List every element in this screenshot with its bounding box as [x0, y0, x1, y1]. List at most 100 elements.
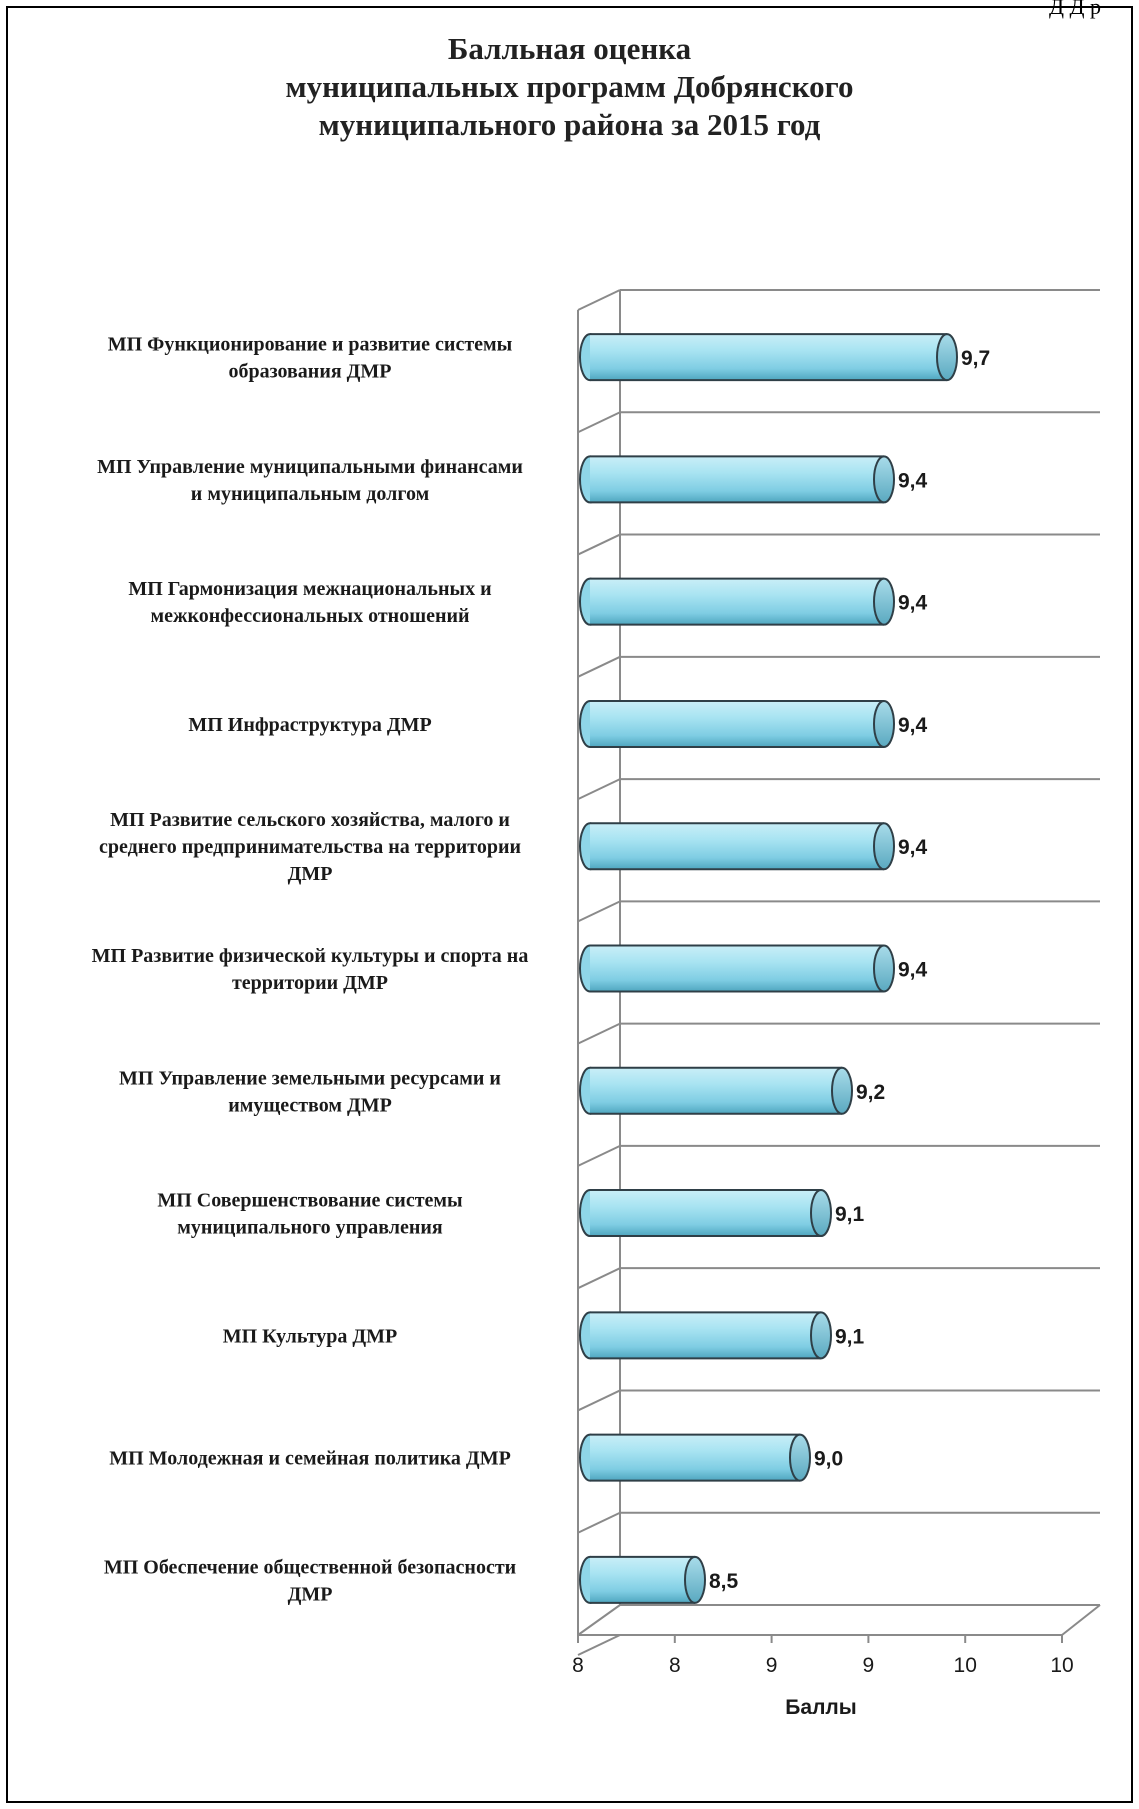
bar — [579, 944, 895, 993]
gridline-depth — [577, 411, 621, 434]
floor-side-edge — [577, 1604, 621, 1636]
labels-layer: 9,7 МП Функционирование и развитие систем… — [92, 334, 991, 1606]
bar — [579, 577, 895, 626]
chart-title-line-1: Балльная оценка — [447, 31, 692, 66]
gridline-depth — [577, 778, 621, 800]
bar-body — [590, 456, 884, 503]
data-label: 9,4 — [898, 592, 928, 615]
bar-end-cap — [873, 577, 895, 626]
category-label: МП Инфраструктура ДМР — [188, 714, 431, 736]
bar — [579, 822, 895, 871]
data-label: 9,4 — [898, 469, 928, 492]
category-label-line: МП Функционирование и развитие системы — [108, 334, 513, 356]
bar — [579, 1311, 832, 1360]
gridline-depth — [577, 1389, 621, 1412]
bar-body — [590, 823, 884, 870]
bar-end-cap — [831, 1066, 853, 1115]
bar-end-cap — [789, 1433, 811, 1482]
data-label: 9,2 — [856, 1081, 885, 1104]
floor-right-edge — [1061, 1604, 1101, 1636]
bars-layer — [579, 333, 958, 1604]
category-label-line: МП Развитие физической культуры и спорта… — [92, 945, 529, 967]
gridline-depth — [577, 1022, 621, 1045]
x-tick-label: 9 — [863, 1654, 875, 1677]
category-label-line: территории ДМР — [232, 972, 388, 994]
category-label-line: муниципального управления — [177, 1217, 443, 1239]
x-tick-label: 8 — [669, 1654, 681, 1677]
bar — [579, 333, 958, 382]
category-label-line: МП Молодежная и семейная политика ДМР — [109, 1448, 511, 1470]
bar-body — [590, 945, 884, 992]
bar-end-cap — [873, 822, 895, 871]
data-label: 8,5 — [709, 1570, 739, 1593]
gridline-depth — [577, 289, 621, 311]
data-label: 9,4 — [898, 959, 928, 982]
x-tick-label: 8 — [572, 1654, 584, 1677]
bar — [579, 455, 895, 504]
gridline-depth — [577, 900, 621, 923]
category-label-line: МП Управление муниципальными финансами — [97, 456, 523, 478]
bar-end-cap — [873, 455, 895, 504]
bar — [579, 1189, 832, 1238]
category-label-line: среднего предпринимательства на территор… — [99, 836, 521, 858]
bar-end-cap — [684, 1555, 706, 1604]
category-label: МП Совершенствование системы муниципально… — [157, 1190, 463, 1239]
bar-body — [590, 1434, 800, 1481]
bar-end-cap — [810, 1311, 832, 1360]
category-label-line: МП Управление земельными ресурсами и — [119, 1067, 501, 1089]
category-label-line: МП Развитие сельского хозяйства, малого … — [110, 809, 510, 831]
page-frame: Д Д р — [6, 0, 1133, 1803]
bar-body — [590, 1067, 842, 1114]
gridline-depth — [577, 533, 621, 556]
bar — [579, 1066, 853, 1115]
category-label-line: имуществом ДМР — [228, 1094, 392, 1116]
bar-body — [590, 1190, 821, 1237]
chart-title-line-3: муниципального района за 2015 год — [318, 107, 821, 142]
bar-body — [590, 700, 884, 747]
bar-body — [590, 578, 884, 625]
gridline-depth — [577, 1634, 621, 1656]
category-label-line: ДМР — [288, 1583, 333, 1605]
bar — [579, 699, 895, 748]
x-tick-label: 10 — [954, 1654, 977, 1677]
category-label-line: межконфессиональных отношений — [150, 605, 469, 627]
category-label-line: ДМР — [288, 863, 333, 885]
data-label: 9,4 — [898, 714, 928, 737]
data-label: 9,1 — [835, 1203, 865, 1226]
category-label: МП Управление земельными ресурсами и имущ… — [119, 1067, 501, 1116]
category-label-line: и муниципальным долгом — [191, 483, 429, 505]
data-label: 9,4 — [898, 836, 928, 859]
category-label-line: образования ДМР — [228, 361, 391, 383]
x-axis-title: Баллы — [785, 1696, 856, 1719]
category-label-line: МП Гармонизация межнациональных и — [128, 578, 491, 600]
bar — [579, 1555, 706, 1604]
category-label-line: МП Совершенствование системы — [157, 1190, 463, 1212]
category-label: МП Обеспечение общественной безопасности… — [104, 1556, 516, 1605]
category-label: МП Функционирование и развитие системы об… — [108, 334, 513, 383]
gridline-depth — [577, 655, 621, 678]
bar-body — [590, 1312, 821, 1359]
category-label-line: МП Культура ДМР — [223, 1325, 398, 1347]
page-header-fragment: Д Д р — [1048, 0, 1101, 19]
category-label: МП Культура ДМР — [223, 1325, 398, 1347]
data-label: 9,7 — [961, 347, 990, 370]
bar-end-cap — [873, 944, 895, 993]
data-label: 9,0 — [814, 1448, 843, 1471]
category-label: МП Развитие физической культуры и спорта… — [92, 945, 529, 994]
category-label-line: МП Обеспечение общественной безопасности — [104, 1556, 516, 1578]
gridline-depth — [577, 1145, 621, 1167]
bar-end-cap — [873, 699, 895, 748]
data-label: 9,1 — [835, 1325, 865, 1348]
category-label-line: МП Инфраструктура ДМР — [188, 714, 431, 736]
bar-body — [590, 334, 947, 381]
axis-layer: 8 8 9 9 10 10 Баллы — [572, 1635, 1074, 1719]
bar — [579, 1433, 811, 1482]
gridline-depth — [577, 1511, 621, 1534]
chart-title: Балльная оценка муниципальных программ Д… — [0, 30, 1139, 144]
bar-body — [590, 1556, 695, 1603]
gridline-depth — [577, 1267, 621, 1290]
chart-title-line-2: муниципальных программ Добрянского — [285, 69, 854, 104]
category-label: МП Гармонизация межнациональных и межконф… — [128, 578, 491, 627]
category-label: МП Управление муниципальными финансами и … — [97, 456, 523, 505]
